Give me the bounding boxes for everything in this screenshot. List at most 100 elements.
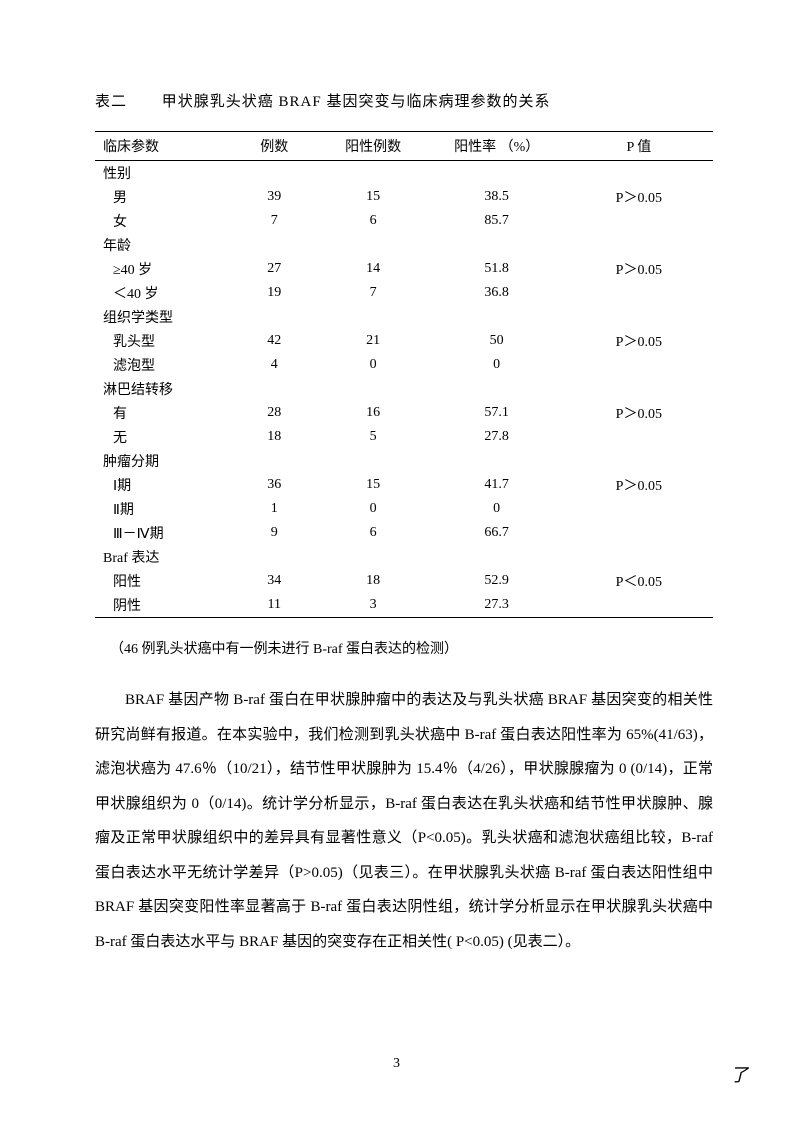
cell-rate: 57.1 — [429, 401, 565, 425]
cell-rate — [429, 449, 565, 473]
cell-pvalue — [565, 233, 713, 257]
table-row: 组织学类型 — [95, 305, 713, 329]
cell-param: Ⅰ期 — [95, 473, 231, 497]
cell-count: 34 — [231, 569, 318, 593]
cell-positive: 18 — [317, 569, 428, 593]
header-param: 临床参数 — [95, 132, 231, 161]
cell-pvalue — [565, 209, 713, 233]
cell-count — [231, 305, 318, 329]
cell-rate — [429, 161, 565, 186]
cell-pvalue: P＞0.05 — [565, 473, 713, 497]
cell-positive — [317, 233, 428, 257]
cell-count: 4 — [231, 353, 318, 377]
cell-pvalue: P＞0.05 — [565, 329, 713, 353]
cell-param: 性别 — [95, 161, 231, 186]
cell-count: 36 — [231, 473, 318, 497]
header-rate: 阳性率 （%） — [429, 132, 565, 161]
cell-positive: 0 — [317, 353, 428, 377]
cell-pvalue: P＞0.05 — [565, 401, 713, 425]
cell-rate: 0 — [429, 353, 565, 377]
table-row: 淋巴结转移 — [95, 377, 713, 401]
cell-param: 乳头型 — [95, 329, 231, 353]
cell-rate: 0 — [429, 497, 565, 521]
cell-pvalue — [565, 305, 713, 329]
cell-positive — [317, 545, 428, 569]
cell-positive: 21 — [317, 329, 428, 353]
cell-param: Ⅱ期 — [95, 497, 231, 521]
table-row: 阴性11327.3 — [95, 593, 713, 618]
cell-param: 女 — [95, 209, 231, 233]
cell-rate: 27.8 — [429, 425, 565, 449]
table-number: 表二 — [95, 90, 127, 111]
cell-count — [231, 161, 318, 186]
cell-param: 无 — [95, 425, 231, 449]
cell-positive: 16 — [317, 401, 428, 425]
cell-count: 39 — [231, 185, 318, 209]
cell-positive — [317, 161, 428, 186]
cell-positive — [317, 377, 428, 401]
cell-param: 男 — [95, 185, 231, 209]
cell-param: ＜40 岁 — [95, 281, 231, 305]
cell-positive: 6 — [317, 521, 428, 545]
table-row: Ⅱ期100 — [95, 497, 713, 521]
data-table: 临床参数 例数 阳性例数 阳性率 （%） P 值 性别男391538.5P＞0.… — [95, 131, 713, 618]
cell-pvalue: P＞0.05 — [565, 257, 713, 281]
cell-param: 年龄 — [95, 233, 231, 257]
cell-pvalue: P＞0.05 — [565, 185, 713, 209]
cell-rate: 51.8 — [429, 257, 565, 281]
table-row: 女7685.7 — [95, 209, 713, 233]
table-title: 表二 甲状腺乳头状癌 BRAF 基因突变与临床病理参数的关系 — [95, 90, 713, 111]
cell-param: 滤泡型 — [95, 353, 231, 377]
cell-rate: 41.7 — [429, 473, 565, 497]
cell-positive: 5 — [317, 425, 428, 449]
cell-rate — [429, 377, 565, 401]
cell-count: 7 — [231, 209, 318, 233]
cell-positive — [317, 449, 428, 473]
table-row: 阳性341852.9P＜0.05 — [95, 569, 713, 593]
cell-pvalue — [565, 449, 713, 473]
cell-param: Ⅲ－Ⅳ期 — [95, 521, 231, 545]
table-row: ＜40 岁19736.8 — [95, 281, 713, 305]
table-body: 性别男391538.5P＞0.05女7685.7年龄≥40 岁271451.8P… — [95, 161, 713, 618]
cell-pvalue: P＜0.05 — [565, 569, 713, 593]
cell-positive: 6 — [317, 209, 428, 233]
cell-pvalue — [565, 425, 713, 449]
cell-count — [231, 449, 318, 473]
cell-rate — [429, 545, 565, 569]
cell-pvalue — [565, 545, 713, 569]
cell-param: Braf 表达 — [95, 545, 231, 569]
cell-param: ≥40 岁 — [95, 257, 231, 281]
cell-param: 阴性 — [95, 593, 231, 618]
cell-rate — [429, 305, 565, 329]
cell-pvalue — [565, 521, 713, 545]
cell-pvalue — [565, 161, 713, 186]
cell-count: 19 — [231, 281, 318, 305]
cell-param: 组织学类型 — [95, 305, 231, 329]
cell-rate: 85.7 — [429, 209, 565, 233]
cell-positive: 3 — [317, 593, 428, 618]
table-row: 乳头型422150P＞0.05 — [95, 329, 713, 353]
cell-count — [231, 377, 318, 401]
cell-count: 11 — [231, 593, 318, 618]
cell-positive — [317, 305, 428, 329]
table-footnote: （46 例乳头状癌中有一例未进行 B-raf 蛋白表达的检测） — [95, 638, 713, 658]
table-row: 滤泡型400 — [95, 353, 713, 377]
cell-pvalue — [565, 593, 713, 618]
cell-rate: 36.8 — [429, 281, 565, 305]
cell-rate: 50 — [429, 329, 565, 353]
cell-pvalue — [565, 497, 713, 521]
table-row: 男391538.5P＞0.05 — [95, 185, 713, 209]
cell-count: 28 — [231, 401, 318, 425]
header-count: 例数 — [231, 132, 318, 161]
cell-rate: 52.9 — [429, 569, 565, 593]
page-number: 3 — [393, 1056, 400, 1072]
cell-rate: 38.5 — [429, 185, 565, 209]
cell-rate: 27.3 — [429, 593, 565, 618]
cell-count — [231, 545, 318, 569]
cell-param: 阳性 — [95, 569, 231, 593]
table-row: 有281657.1P＞0.05 — [95, 401, 713, 425]
table-row: 性别 — [95, 161, 713, 186]
cell-count: 27 — [231, 257, 318, 281]
cell-positive: 14 — [317, 257, 428, 281]
body-paragraph: BRAF 基因产物 B-raf 蛋白在甲状腺肿瘤中的表达及与乳头状癌 BRAF … — [95, 683, 713, 959]
